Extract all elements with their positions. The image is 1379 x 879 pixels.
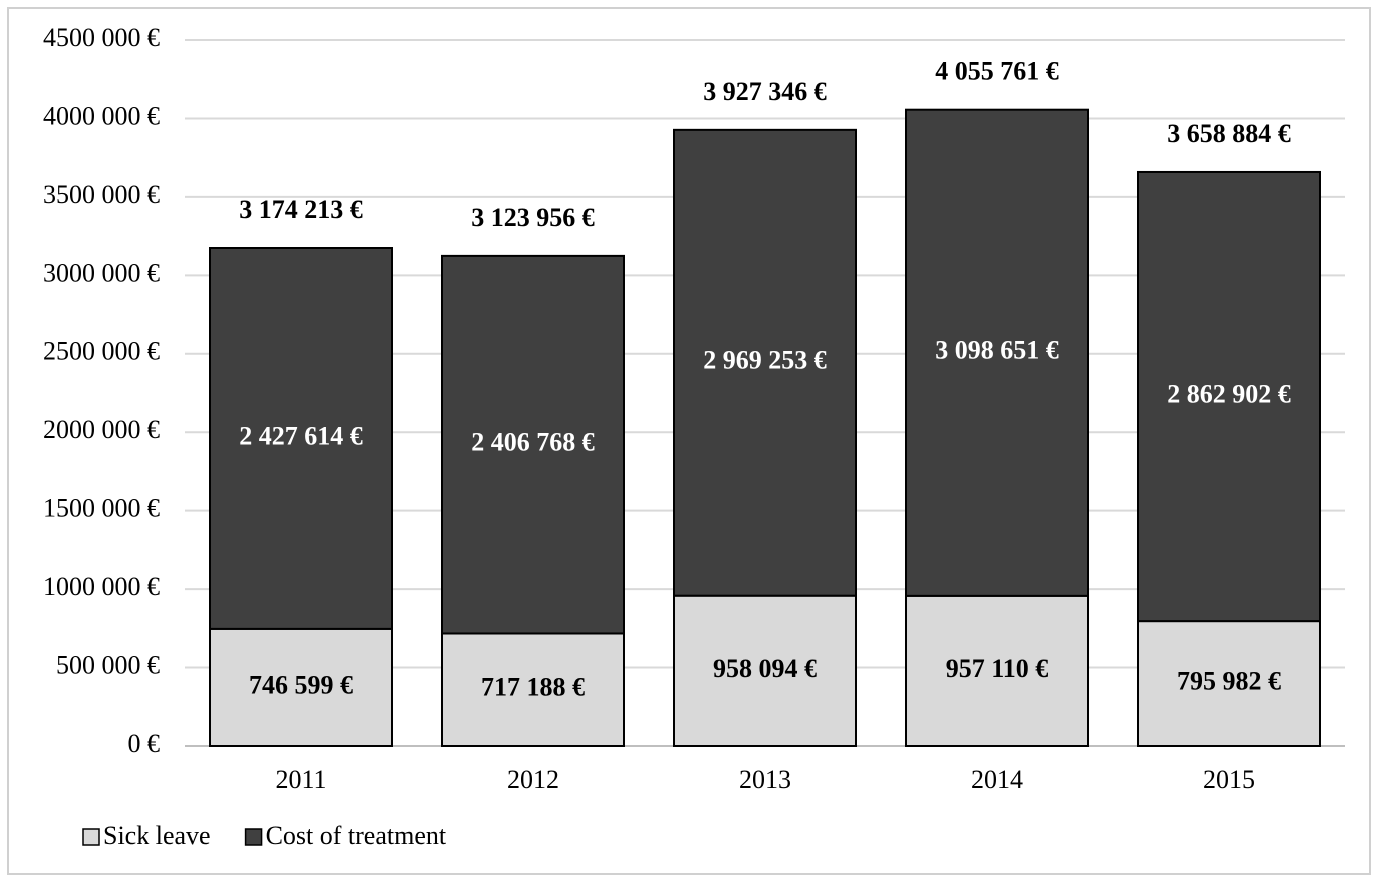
total-label: 3 174 213 € xyxy=(239,195,363,224)
y-tick-label: 1000 000 € xyxy=(43,572,160,601)
value-label: 795 982 € xyxy=(1177,667,1281,696)
bar-segment xyxy=(673,594,857,747)
total-label: 3 658 884 € xyxy=(1167,119,1291,148)
y-tick-label: 4000 000 € xyxy=(43,101,160,130)
value-label: 746 599 € xyxy=(249,670,353,699)
bar-segment xyxy=(673,128,857,597)
legend-label: Sick leave xyxy=(103,821,211,850)
bar-segment xyxy=(905,594,1089,748)
total-label: 3 927 346 € xyxy=(703,77,827,106)
y-tick-label: 2000 000 € xyxy=(43,415,160,444)
value-label: 957 110 € xyxy=(946,654,1049,683)
y-tick-label: 1500 000 € xyxy=(43,494,160,523)
total-label: 3 123 956 € xyxy=(471,203,595,232)
legend-swatch xyxy=(244,828,263,846)
value-label: 2 427 614 € xyxy=(239,421,363,450)
bar-segment xyxy=(209,627,393,747)
total-label: 4 055 761 € xyxy=(935,57,1059,86)
value-label: 3 098 651 € xyxy=(935,336,1059,365)
y-tick-label: 4500 000 € xyxy=(43,23,160,52)
x-tick-label: 2011 xyxy=(275,765,326,794)
legend-swatch xyxy=(82,828,100,846)
value-label: 717 188 € xyxy=(481,673,585,702)
y-tick-label: 0 € xyxy=(128,729,161,758)
x-tick-label: 2014 xyxy=(971,765,1023,794)
x-tick-label: 2013 xyxy=(739,765,791,794)
bar-segment xyxy=(1137,170,1321,623)
value-label: 2 406 768 € xyxy=(471,428,595,457)
bar-segment xyxy=(441,632,625,748)
bar-segment xyxy=(905,108,1089,597)
value-label: 958 094 € xyxy=(713,654,817,683)
y-tick-label: 500 000 € xyxy=(56,651,160,680)
value-label: 2 969 253 € xyxy=(703,346,827,375)
x-tick-label: 2012 xyxy=(507,765,559,794)
y-tick-label: 3000 000 € xyxy=(43,258,160,287)
y-tick-label: 3500 000 € xyxy=(43,180,160,209)
bar-segment xyxy=(1137,620,1321,747)
bar-segment xyxy=(209,247,393,630)
legend-label: Cost of treatment xyxy=(266,821,447,850)
y-tick-label: 2500 000 € xyxy=(43,337,160,366)
x-tick-label: 2015 xyxy=(1203,765,1255,794)
bar-segment xyxy=(441,254,625,635)
value-label: 2 862 902 € xyxy=(1167,380,1291,409)
